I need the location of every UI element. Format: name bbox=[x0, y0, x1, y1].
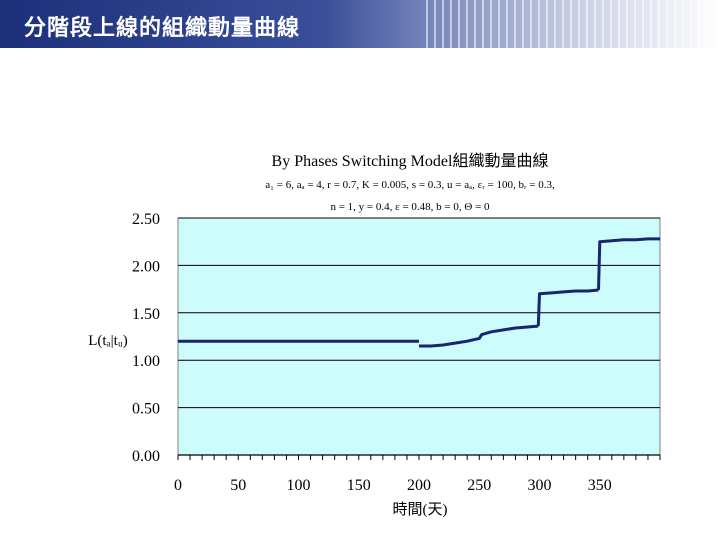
series-line-segment bbox=[597, 237, 660, 291]
x-minor-ticks bbox=[177, 455, 661, 460]
grid-lines bbox=[178, 217, 660, 456]
x-tick-label: 150 bbox=[347, 477, 371, 494]
x-tick-label: 50 bbox=[230, 477, 246, 494]
series-line-segment bbox=[419, 324, 539, 348]
x-tick-label: 200 bbox=[407, 477, 431, 494]
chart-subtitle-line-2: n = 1, y = 0.4, ε = 0.48, b = 0, Θ = 0 bbox=[330, 201, 490, 213]
y-tick-label: 2.00 bbox=[132, 258, 160, 275]
x-tick-labels: 0 50 100 150 200 250 300 350 bbox=[174, 477, 612, 494]
y-tick-labels: 0.00 0.50 1.00 1.50 2.00 2.50 bbox=[132, 211, 160, 465]
x-tick-label: 100 bbox=[287, 477, 311, 494]
y-tick-label: 2.50 bbox=[132, 211, 160, 228]
y-tick-label: 0.50 bbox=[132, 401, 160, 418]
x-tick-label: 300 bbox=[528, 477, 552, 494]
plot-area bbox=[177, 217, 661, 456]
slide-title: 分階段上線的組織動量曲線 bbox=[24, 16, 301, 41]
title-banner: 分階段上線的組織動量曲線 bbox=[0, 0, 720, 48]
series-line-segment bbox=[536, 288, 599, 327]
y-axis-label: L(tₐ|tᵤ) bbox=[88, 333, 128, 349]
chart-title: By Phases Switching Model組織動量曲線 bbox=[272, 152, 549, 170]
series-group bbox=[178, 237, 660, 348]
x-tick-label: 350 bbox=[588, 477, 612, 494]
banner-stripes bbox=[420, 0, 720, 48]
y-tick-label: 1.50 bbox=[132, 306, 160, 323]
x-axis-label: 時間(天) bbox=[393, 501, 448, 518]
x-tick-label: 250 bbox=[467, 477, 491, 494]
y-tick-label: 0.00 bbox=[132, 448, 160, 465]
x-tick-label: 0 bbox=[174, 477, 182, 494]
chart-subtitle-line-1: a₁ = 6, aₐ = 4, r = 0.7, K = 0.005, s = … bbox=[265, 179, 555, 191]
y-tick-label: 1.00 bbox=[132, 353, 160, 370]
